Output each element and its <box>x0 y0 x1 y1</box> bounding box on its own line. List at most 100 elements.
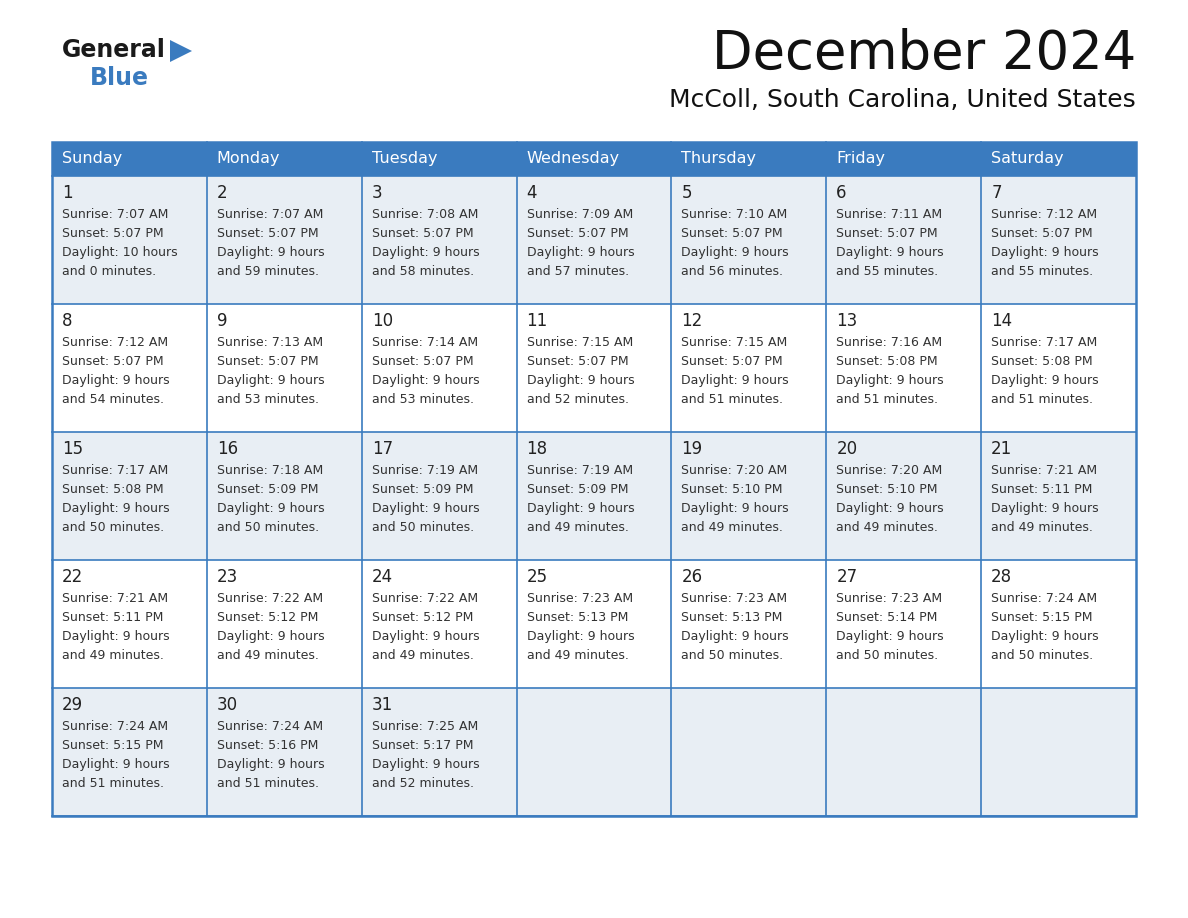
Text: Sunset: 5:13 PM: Sunset: 5:13 PM <box>682 611 783 624</box>
Bar <box>517 142 671 176</box>
Bar <box>827 304 981 432</box>
Text: Saturday: Saturday <box>991 151 1063 166</box>
Text: 3: 3 <box>372 184 383 202</box>
Text: and 49 minutes.: and 49 minutes. <box>526 521 628 534</box>
Text: Sunset: 5:09 PM: Sunset: 5:09 PM <box>372 483 473 496</box>
Text: Blue: Blue <box>90 66 148 90</box>
Text: General: General <box>62 38 166 62</box>
Text: and 49 minutes.: and 49 minutes. <box>217 649 318 662</box>
Text: Sunrise: 7:24 AM: Sunrise: 7:24 AM <box>62 720 169 733</box>
Text: and 53 minutes.: and 53 minutes. <box>217 393 318 406</box>
Bar <box>207 688 361 816</box>
Text: Daylight: 9 hours: Daylight: 9 hours <box>836 374 944 387</box>
Text: Sunrise: 7:24 AM: Sunrise: 7:24 AM <box>217 720 323 733</box>
Bar <box>52 560 207 688</box>
Bar <box>52 142 207 176</box>
Text: Friday: Friday <box>836 151 885 166</box>
Text: 14: 14 <box>991 312 1012 330</box>
Bar <box>981 142 1136 176</box>
Text: and 50 minutes.: and 50 minutes. <box>836 649 939 662</box>
Bar <box>671 560 827 688</box>
Text: Sunset: 5:07 PM: Sunset: 5:07 PM <box>372 355 473 368</box>
Text: Sunset: 5:13 PM: Sunset: 5:13 PM <box>526 611 628 624</box>
Bar <box>52 688 207 816</box>
Text: Sunset: 5:07 PM: Sunset: 5:07 PM <box>682 355 783 368</box>
Text: 10: 10 <box>372 312 393 330</box>
Text: Sunrise: 7:16 AM: Sunrise: 7:16 AM <box>836 336 942 349</box>
Text: Daylight: 9 hours: Daylight: 9 hours <box>991 502 1099 515</box>
Text: Sunset: 5:07 PM: Sunset: 5:07 PM <box>217 355 318 368</box>
Bar <box>827 176 981 304</box>
Text: Sunrise: 7:07 AM: Sunrise: 7:07 AM <box>217 208 323 221</box>
Text: and 0 minutes.: and 0 minutes. <box>62 265 156 278</box>
Text: Sunrise: 7:12 AM: Sunrise: 7:12 AM <box>62 336 169 349</box>
Text: Sunset: 5:15 PM: Sunset: 5:15 PM <box>62 739 164 752</box>
Text: Daylight: 9 hours: Daylight: 9 hours <box>217 246 324 259</box>
Text: Sunrise: 7:18 AM: Sunrise: 7:18 AM <box>217 464 323 477</box>
Text: and 49 minutes.: and 49 minutes. <box>372 649 474 662</box>
Text: 21: 21 <box>991 440 1012 458</box>
Text: Sunrise: 7:23 AM: Sunrise: 7:23 AM <box>682 592 788 605</box>
Text: Wednesday: Wednesday <box>526 151 620 166</box>
Bar <box>981 304 1136 432</box>
Text: Daylight: 9 hours: Daylight: 9 hours <box>991 246 1099 259</box>
Bar <box>361 560 517 688</box>
Text: Sunset: 5:10 PM: Sunset: 5:10 PM <box>682 483 783 496</box>
Text: Sunset: 5:07 PM: Sunset: 5:07 PM <box>372 227 473 240</box>
Text: 25: 25 <box>526 568 548 586</box>
Text: Sunset: 5:09 PM: Sunset: 5:09 PM <box>217 483 318 496</box>
Text: and 55 minutes.: and 55 minutes. <box>991 265 1093 278</box>
Text: Sunset: 5:07 PM: Sunset: 5:07 PM <box>526 355 628 368</box>
Text: and 51 minutes.: and 51 minutes. <box>682 393 783 406</box>
Text: 16: 16 <box>217 440 238 458</box>
Text: 1: 1 <box>62 184 72 202</box>
Text: Tuesday: Tuesday <box>372 151 437 166</box>
Text: Sunset: 5:09 PM: Sunset: 5:09 PM <box>526 483 628 496</box>
Bar <box>671 432 827 560</box>
Text: 7: 7 <box>991 184 1001 202</box>
Text: Sunset: 5:16 PM: Sunset: 5:16 PM <box>217 739 318 752</box>
Text: and 49 minutes.: and 49 minutes. <box>836 521 939 534</box>
Bar <box>361 304 517 432</box>
Text: Daylight: 9 hours: Daylight: 9 hours <box>526 502 634 515</box>
Bar <box>361 176 517 304</box>
Text: Daylight: 9 hours: Daylight: 9 hours <box>836 246 944 259</box>
Bar <box>981 560 1136 688</box>
Text: and 58 minutes.: and 58 minutes. <box>372 265 474 278</box>
Bar <box>517 432 671 560</box>
Text: Sunset: 5:11 PM: Sunset: 5:11 PM <box>62 611 164 624</box>
Text: 22: 22 <box>62 568 83 586</box>
Text: and 51 minutes.: and 51 minutes. <box>62 777 164 790</box>
Text: Sunrise: 7:14 AM: Sunrise: 7:14 AM <box>372 336 478 349</box>
Text: 9: 9 <box>217 312 227 330</box>
Text: Sunset: 5:15 PM: Sunset: 5:15 PM <box>991 611 1093 624</box>
Text: and 50 minutes.: and 50 minutes. <box>62 521 164 534</box>
Text: Daylight: 9 hours: Daylight: 9 hours <box>217 502 324 515</box>
Text: Sunset: 5:12 PM: Sunset: 5:12 PM <box>217 611 318 624</box>
Text: Sunrise: 7:23 AM: Sunrise: 7:23 AM <box>526 592 633 605</box>
Text: Sunday: Sunday <box>62 151 122 166</box>
Bar <box>361 432 517 560</box>
Text: Sunrise: 7:20 AM: Sunrise: 7:20 AM <box>836 464 942 477</box>
Text: Sunrise: 7:10 AM: Sunrise: 7:10 AM <box>682 208 788 221</box>
Text: Sunset: 5:14 PM: Sunset: 5:14 PM <box>836 611 937 624</box>
Text: 31: 31 <box>372 696 393 714</box>
Bar <box>207 176 361 304</box>
Text: Daylight: 9 hours: Daylight: 9 hours <box>372 374 479 387</box>
Text: Sunset: 5:07 PM: Sunset: 5:07 PM <box>682 227 783 240</box>
Text: and 53 minutes.: and 53 minutes. <box>372 393 474 406</box>
Text: Sunrise: 7:19 AM: Sunrise: 7:19 AM <box>526 464 633 477</box>
Text: and 52 minutes.: and 52 minutes. <box>526 393 628 406</box>
Text: Sunrise: 7:09 AM: Sunrise: 7:09 AM <box>526 208 633 221</box>
Text: Daylight: 9 hours: Daylight: 9 hours <box>526 630 634 643</box>
Text: 20: 20 <box>836 440 858 458</box>
Bar <box>827 432 981 560</box>
Text: Sunset: 5:08 PM: Sunset: 5:08 PM <box>991 355 1093 368</box>
Bar <box>517 560 671 688</box>
Text: Sunrise: 7:07 AM: Sunrise: 7:07 AM <box>62 208 169 221</box>
Text: and 50 minutes.: and 50 minutes. <box>682 649 784 662</box>
Text: Monday: Monday <box>217 151 280 166</box>
Text: Daylight: 9 hours: Daylight: 9 hours <box>991 630 1099 643</box>
Text: Daylight: 9 hours: Daylight: 9 hours <box>836 630 944 643</box>
Text: 15: 15 <box>62 440 83 458</box>
